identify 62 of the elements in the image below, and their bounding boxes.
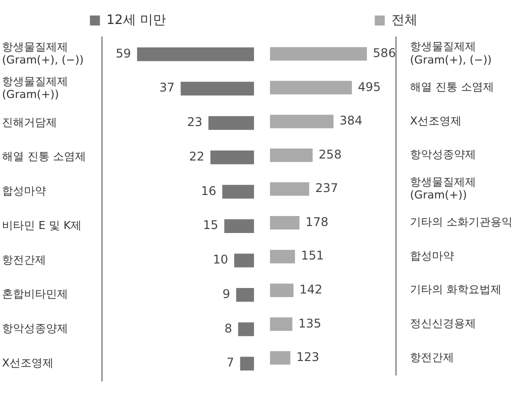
y-tick-label: 항악성종약제 xyxy=(410,148,476,162)
y-tick-label: 항전간제 xyxy=(410,350,454,364)
data-label: 9 xyxy=(222,286,230,301)
data-label: 22 xyxy=(189,149,204,164)
y-tick-label: 항전간제 xyxy=(2,253,46,266)
y-tick-label: 진해거담제 xyxy=(2,116,57,129)
y-tick-label: 혼합비타민제 xyxy=(2,288,68,301)
data-label: 15 xyxy=(202,218,218,232)
y-tick-label: 합성마약 xyxy=(410,249,454,262)
bar xyxy=(270,351,290,365)
y-tick-label: 항생물질제제 (Gram(+)) xyxy=(2,74,68,102)
data-label: 10 xyxy=(212,252,228,267)
bar xyxy=(270,148,313,162)
y-tick-label: X선조영제 xyxy=(2,356,54,370)
y-tick-label: 항악성종양제 xyxy=(2,322,68,336)
bar xyxy=(238,322,254,336)
y-tick-label: 항생물질제제 (Gram(+)) xyxy=(410,175,476,202)
data-label: 123 xyxy=(296,350,320,364)
bar xyxy=(234,254,254,268)
legend-label: 전체 xyxy=(391,12,418,28)
bar xyxy=(270,250,295,264)
data-label: 16 xyxy=(201,184,216,198)
data-label: 59 xyxy=(116,46,132,60)
data-label: 586 xyxy=(372,46,396,60)
bar xyxy=(270,47,367,61)
data-label: 495 xyxy=(358,80,381,94)
data-label: 8 xyxy=(224,321,232,336)
data-label: 178 xyxy=(305,214,328,229)
data-label: 37 xyxy=(159,80,175,95)
y-tick-label: 해열 진통 소염제 xyxy=(410,80,494,94)
y-tick-label: 정신신경용제 xyxy=(410,316,476,330)
data-label: 151 xyxy=(300,248,324,263)
bar xyxy=(208,116,254,130)
bar xyxy=(270,80,352,94)
data-label: 135 xyxy=(298,316,322,330)
data-label: 384 xyxy=(340,114,362,128)
data-label: 237 xyxy=(315,181,338,196)
bar xyxy=(224,219,254,233)
legend-label: 12세 미만 xyxy=(106,12,166,28)
y-tick-label: 항생물질제제 (Gram(+), (−)) xyxy=(410,40,492,66)
y-tick-label: 비타민 E 및 K제 xyxy=(2,218,82,232)
y-tick-label: 기타의 화학요법제 xyxy=(410,283,502,296)
bar xyxy=(210,150,254,164)
y-tick-label: 항생물질제제 (Gram(+), (−)) xyxy=(2,40,84,67)
bar xyxy=(236,288,254,302)
bar xyxy=(270,317,292,331)
bar xyxy=(222,184,254,199)
bar xyxy=(180,82,254,96)
data-label: 23 xyxy=(187,115,202,130)
bar xyxy=(270,114,334,128)
data-label: 142 xyxy=(299,282,322,296)
data-label: 7 xyxy=(226,356,234,370)
y-tick-label: X선조영제 xyxy=(410,114,462,128)
bar xyxy=(270,216,300,230)
y-tick-label: 합성마약 xyxy=(2,184,46,198)
bar xyxy=(270,284,294,298)
bar xyxy=(240,356,254,370)
y-tick-label: 해열 진통 소염제 xyxy=(2,150,86,164)
bar xyxy=(270,182,310,196)
y-tick-label: 기타의 소화기관용익 xyxy=(410,216,512,229)
data-label: 258 xyxy=(318,147,342,162)
bar xyxy=(137,47,254,62)
